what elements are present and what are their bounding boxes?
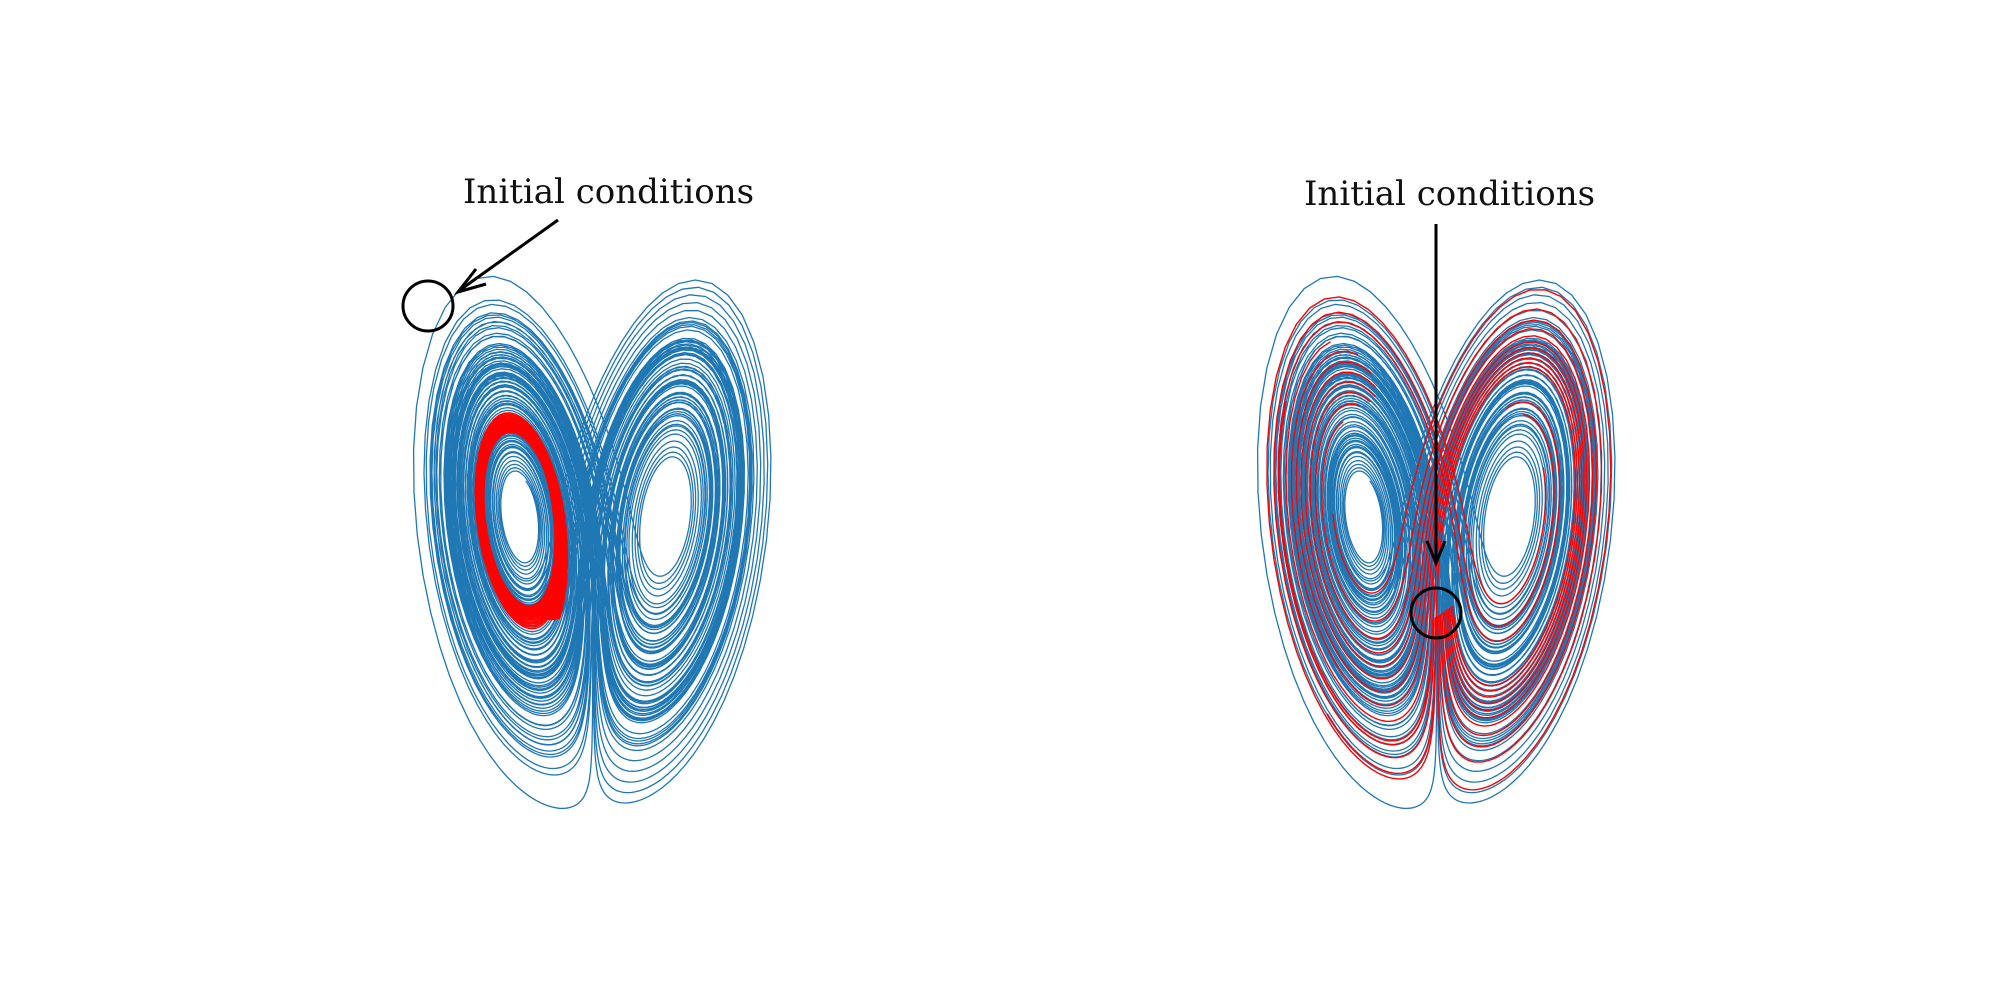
right-attractor-curve [1256,275,1616,810]
right-perturbed-trajectories [1266,289,1612,791]
right-initial-condition-circle [1409,586,1463,640]
perturbed-trajectory [1321,308,1603,763]
left-attractor-curve [412,275,772,810]
perturbed-trajectory [479,422,563,621]
perturbed-trajectory [1326,366,1577,775]
attractor-trajectory [412,275,772,810]
perturbed-trajectory [1309,328,1594,737]
perturbed-trajectory [1273,311,1555,759]
left-attractor-panel: Initial conditions [401,172,772,810]
perturbed-trajectory [1300,341,1588,719]
perturbed-trajectory [1295,347,1585,711]
perturbed-trajectory [1277,321,1561,746]
right-annotation-arrow-head [1425,540,1447,567]
left-annotation-arrow-head [453,268,487,295]
perturbed-trajectory [1278,361,1579,742]
left-annotation-label: Initial conditions [463,172,754,212]
left-perturbed-trajectories [474,412,569,630]
right-attractor-panel: Initial conditions [1256,174,1616,810]
perturbed-trajectory [1304,335,1591,727]
right-annotation-label: Initial conditions [1304,174,1595,214]
perturbed-trajectory [1285,341,1581,722]
perturbed-trajectory [1314,319,1598,748]
attractor-trajectory [1256,275,1616,810]
left-initial-condition-circle [401,279,455,333]
left-annotation-arrow-shaft [459,218,559,292]
perturbed-trajectory [1266,296,1547,780]
perturbed-trajectory [1290,350,1583,707]
perturbed-trajectory [1332,289,1612,791]
